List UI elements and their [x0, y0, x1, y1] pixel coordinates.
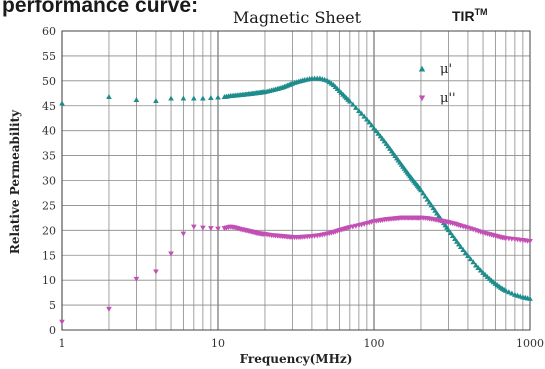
data-point	[509, 290, 515, 296]
series-mu-double-prime	[59, 215, 533, 325]
data-point	[133, 276, 140, 282]
data-point	[200, 95, 206, 101]
data-point	[168, 251, 174, 257]
data-point	[208, 94, 214, 101]
data-point	[457, 243, 464, 250]
data-point	[428, 202, 435, 208]
legend-marker	[418, 95, 426, 102]
data-point	[449, 233, 456, 239]
plot-area-frame	[61, 30, 531, 331]
y-axis-label: Relative Permeability	[8, 109, 22, 254]
y-tick-label: 50	[42, 75, 56, 88]
data-point	[358, 110, 365, 116]
y-tick-label: 35	[42, 150, 56, 163]
legend-marker	[418, 65, 426, 72]
data-point	[356, 107, 362, 113]
data-point	[527, 239, 533, 245]
data-point	[215, 94, 221, 100]
data-point	[371, 125, 377, 131]
y-tick-label: 40	[42, 125, 56, 138]
y-tick-label: 30	[42, 175, 56, 188]
y-tick-label: 55	[42, 50, 56, 63]
data-point	[503, 287, 509, 293]
data-point	[506, 289, 512, 295]
y-tick-label: 25	[42, 199, 56, 212]
data-point	[180, 95, 187, 101]
data-point	[106, 306, 112, 312]
data-point	[420, 190, 426, 196]
brand-trademark: TM	[475, 7, 488, 17]
data-point	[191, 224, 197, 230]
data-point	[215, 226, 221, 232]
data-point	[473, 262, 479, 268]
y-tick-label: 60	[42, 25, 56, 38]
data-point	[465, 252, 471, 258]
data-point	[59, 100, 65, 106]
y-tick-label: 5	[49, 299, 56, 312]
data-point	[418, 187, 424, 193]
data-point	[426, 199, 433, 205]
data-point	[347, 98, 353, 104]
data-point	[350, 101, 356, 107]
x-axis-label: Frequency(MHz)	[240, 352, 353, 366]
data-point	[368, 122, 375, 128]
legend-label: μ'	[440, 62, 452, 77]
data-point	[470, 259, 477, 265]
x-tick-label: 1	[59, 337, 66, 350]
x-tick-label: 10	[211, 337, 225, 350]
data-point	[366, 119, 373, 125]
tick-labels: 0 5 10 15 20 25 30 35 40 45 50 55 60 1 10 100 1000	[42, 25, 544, 350]
data-point	[422, 193, 429, 199]
grid	[61, 30, 530, 331]
y-tick-label: 0	[49, 324, 56, 337]
data-point	[375, 130, 382, 136]
data-point	[424, 196, 431, 202]
chart-title: Magnetic Sheet	[233, 8, 362, 27]
data-point	[106, 93, 112, 100]
series-mu-prime	[59, 75, 533, 301]
data-point	[467, 256, 474, 262]
data-point	[168, 95, 174, 101]
data-point	[180, 231, 187, 237]
data-point	[477, 267, 484, 273]
data-point	[59, 319, 65, 325]
y-tick-label: 15	[42, 249, 56, 262]
data-point	[361, 113, 368, 119]
brand-logo-text: TIRTM	[452, 7, 488, 24]
y-tick-label: 45	[42, 100, 56, 113]
y-tick-label: 10	[42, 274, 56, 287]
x-tick-label: 1000	[516, 337, 544, 350]
legend-label: μ''	[440, 91, 456, 106]
data-point	[153, 97, 159, 104]
data-point	[373, 128, 379, 134]
brand-name: TIR	[452, 8, 475, 24]
data-point	[527, 295, 533, 301]
x-tick-label: 100	[364, 337, 385, 350]
data-point	[364, 116, 370, 122]
data-point	[353, 104, 359, 110]
data-point	[200, 225, 206, 231]
legend: μ' μ''	[418, 62, 456, 106]
data-point	[153, 269, 159, 275]
data-series	[59, 75, 533, 325]
y-tick-label: 20	[42, 224, 56, 237]
data-point	[208, 226, 214, 232]
header-cropped-text: performance curve:	[2, 0, 198, 17]
data-point	[475, 264, 482, 270]
data-point	[447, 230, 454, 236]
data-point	[133, 96, 140, 103]
data-point	[462, 249, 469, 255]
data-point	[191, 95, 197, 101]
data-point	[445, 227, 452, 233]
data-point	[460, 246, 466, 253]
